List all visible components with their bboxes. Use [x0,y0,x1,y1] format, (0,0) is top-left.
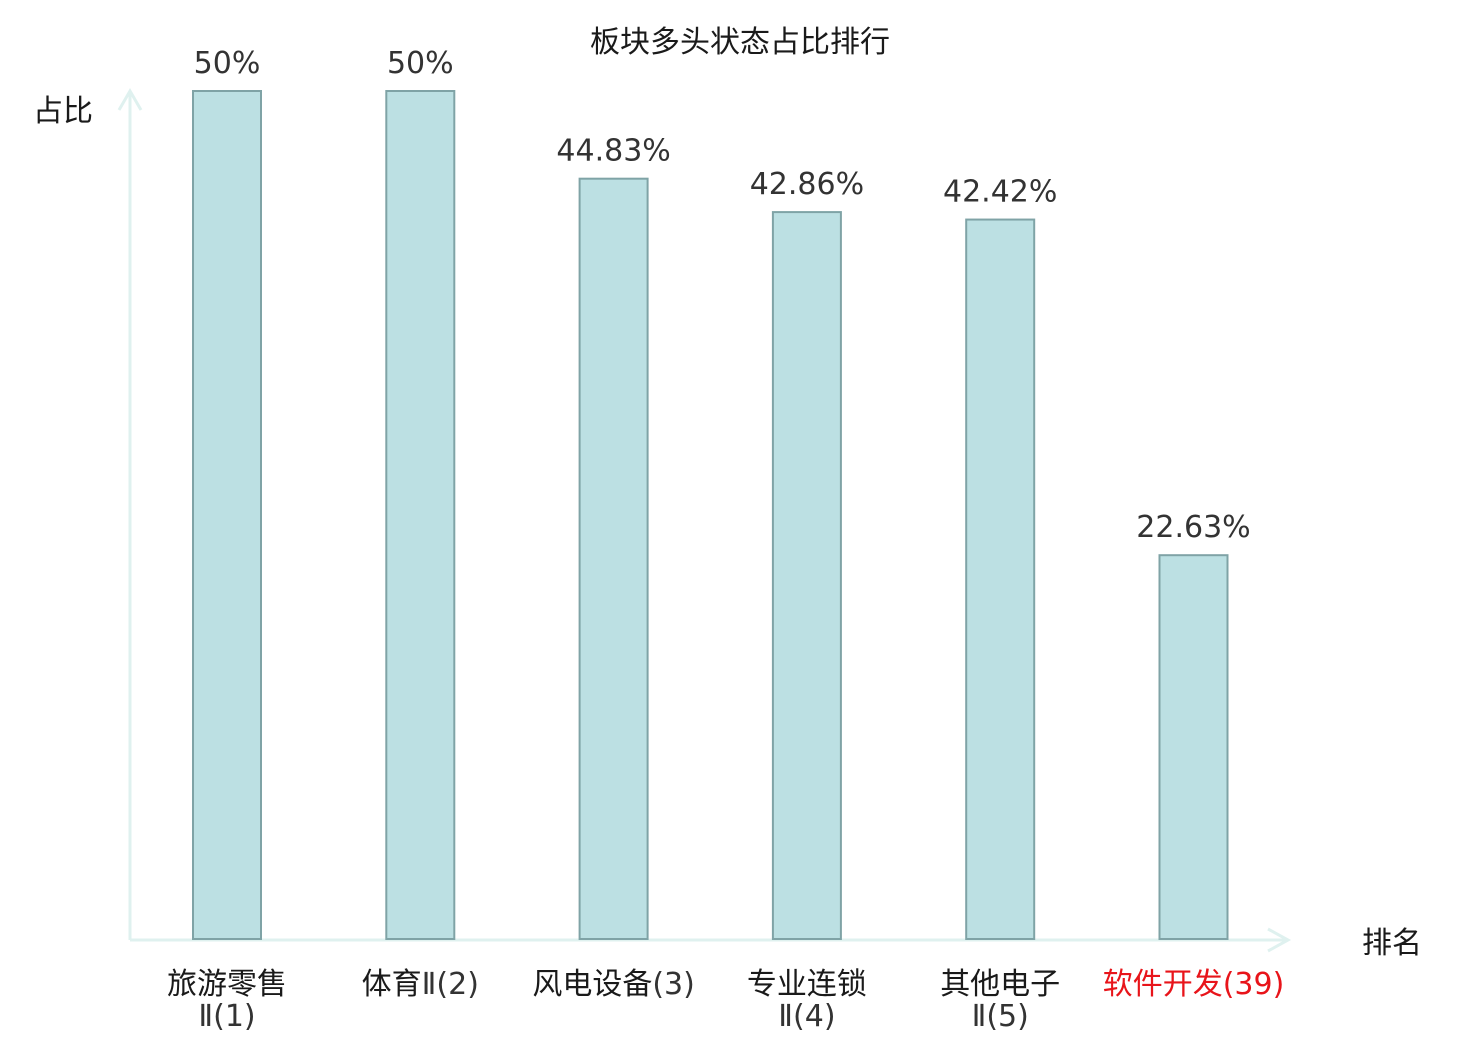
value-label-6: 22.63% [1136,510,1250,545]
y-axis-arrow [117,88,143,111]
x-axis-label: 排名 [1362,926,1422,961]
category-rank-3: (3) [652,967,695,1002]
category-label-2: 体育Ⅱ(2) [362,967,479,1002]
value-label-1: 50% [194,46,261,81]
category-rank-1: Ⅱ(1) [198,999,255,1034]
bars-group [192,90,1229,940]
bar-2 [385,90,456,940]
value-label-2: 50% [387,46,454,81]
chart-title: 板块多头状态占比排行 [590,25,890,60]
category-label-4: 专业连锁 [747,967,867,1002]
category-label-6: 软件开发(39) [1103,967,1285,1002]
bar-4 [771,211,842,940]
x-axis-arrow [1267,927,1292,953]
bar-5 [965,218,1036,940]
category-rank-5: Ⅱ(5) [972,999,1029,1034]
category-label-5: 其他电子 [940,967,1060,1002]
bar-1 [192,90,262,940]
category-name-3: 风电设备 [532,967,652,1002]
bar-6 [1158,554,1229,940]
category-rank-6: (39) [1223,967,1285,1002]
category-label-1: 旅游零售 [167,967,287,1002]
y-axis-label: 占比 [33,94,93,129]
category-label-3: 风电设备(3) [532,967,695,1002]
y-axis: 占比 [33,88,143,940]
category-rank-4: Ⅱ(4) [778,999,835,1034]
category-name-2: 体育 [362,967,422,1002]
bar-3 [578,177,649,940]
value-label-5: 42.42% [943,175,1057,210]
value-labels-group: 50% 50% 44.83% 42.86% 42.42% 22.63% [194,46,1251,545]
category-rank-2: Ⅱ(2) [422,967,479,1002]
category-name-6: 软件开发 [1103,967,1223,1002]
x-axis: 排名 [130,926,1422,961]
value-label-3: 44.83% [556,134,670,169]
value-label-4: 42.86% [750,167,864,202]
